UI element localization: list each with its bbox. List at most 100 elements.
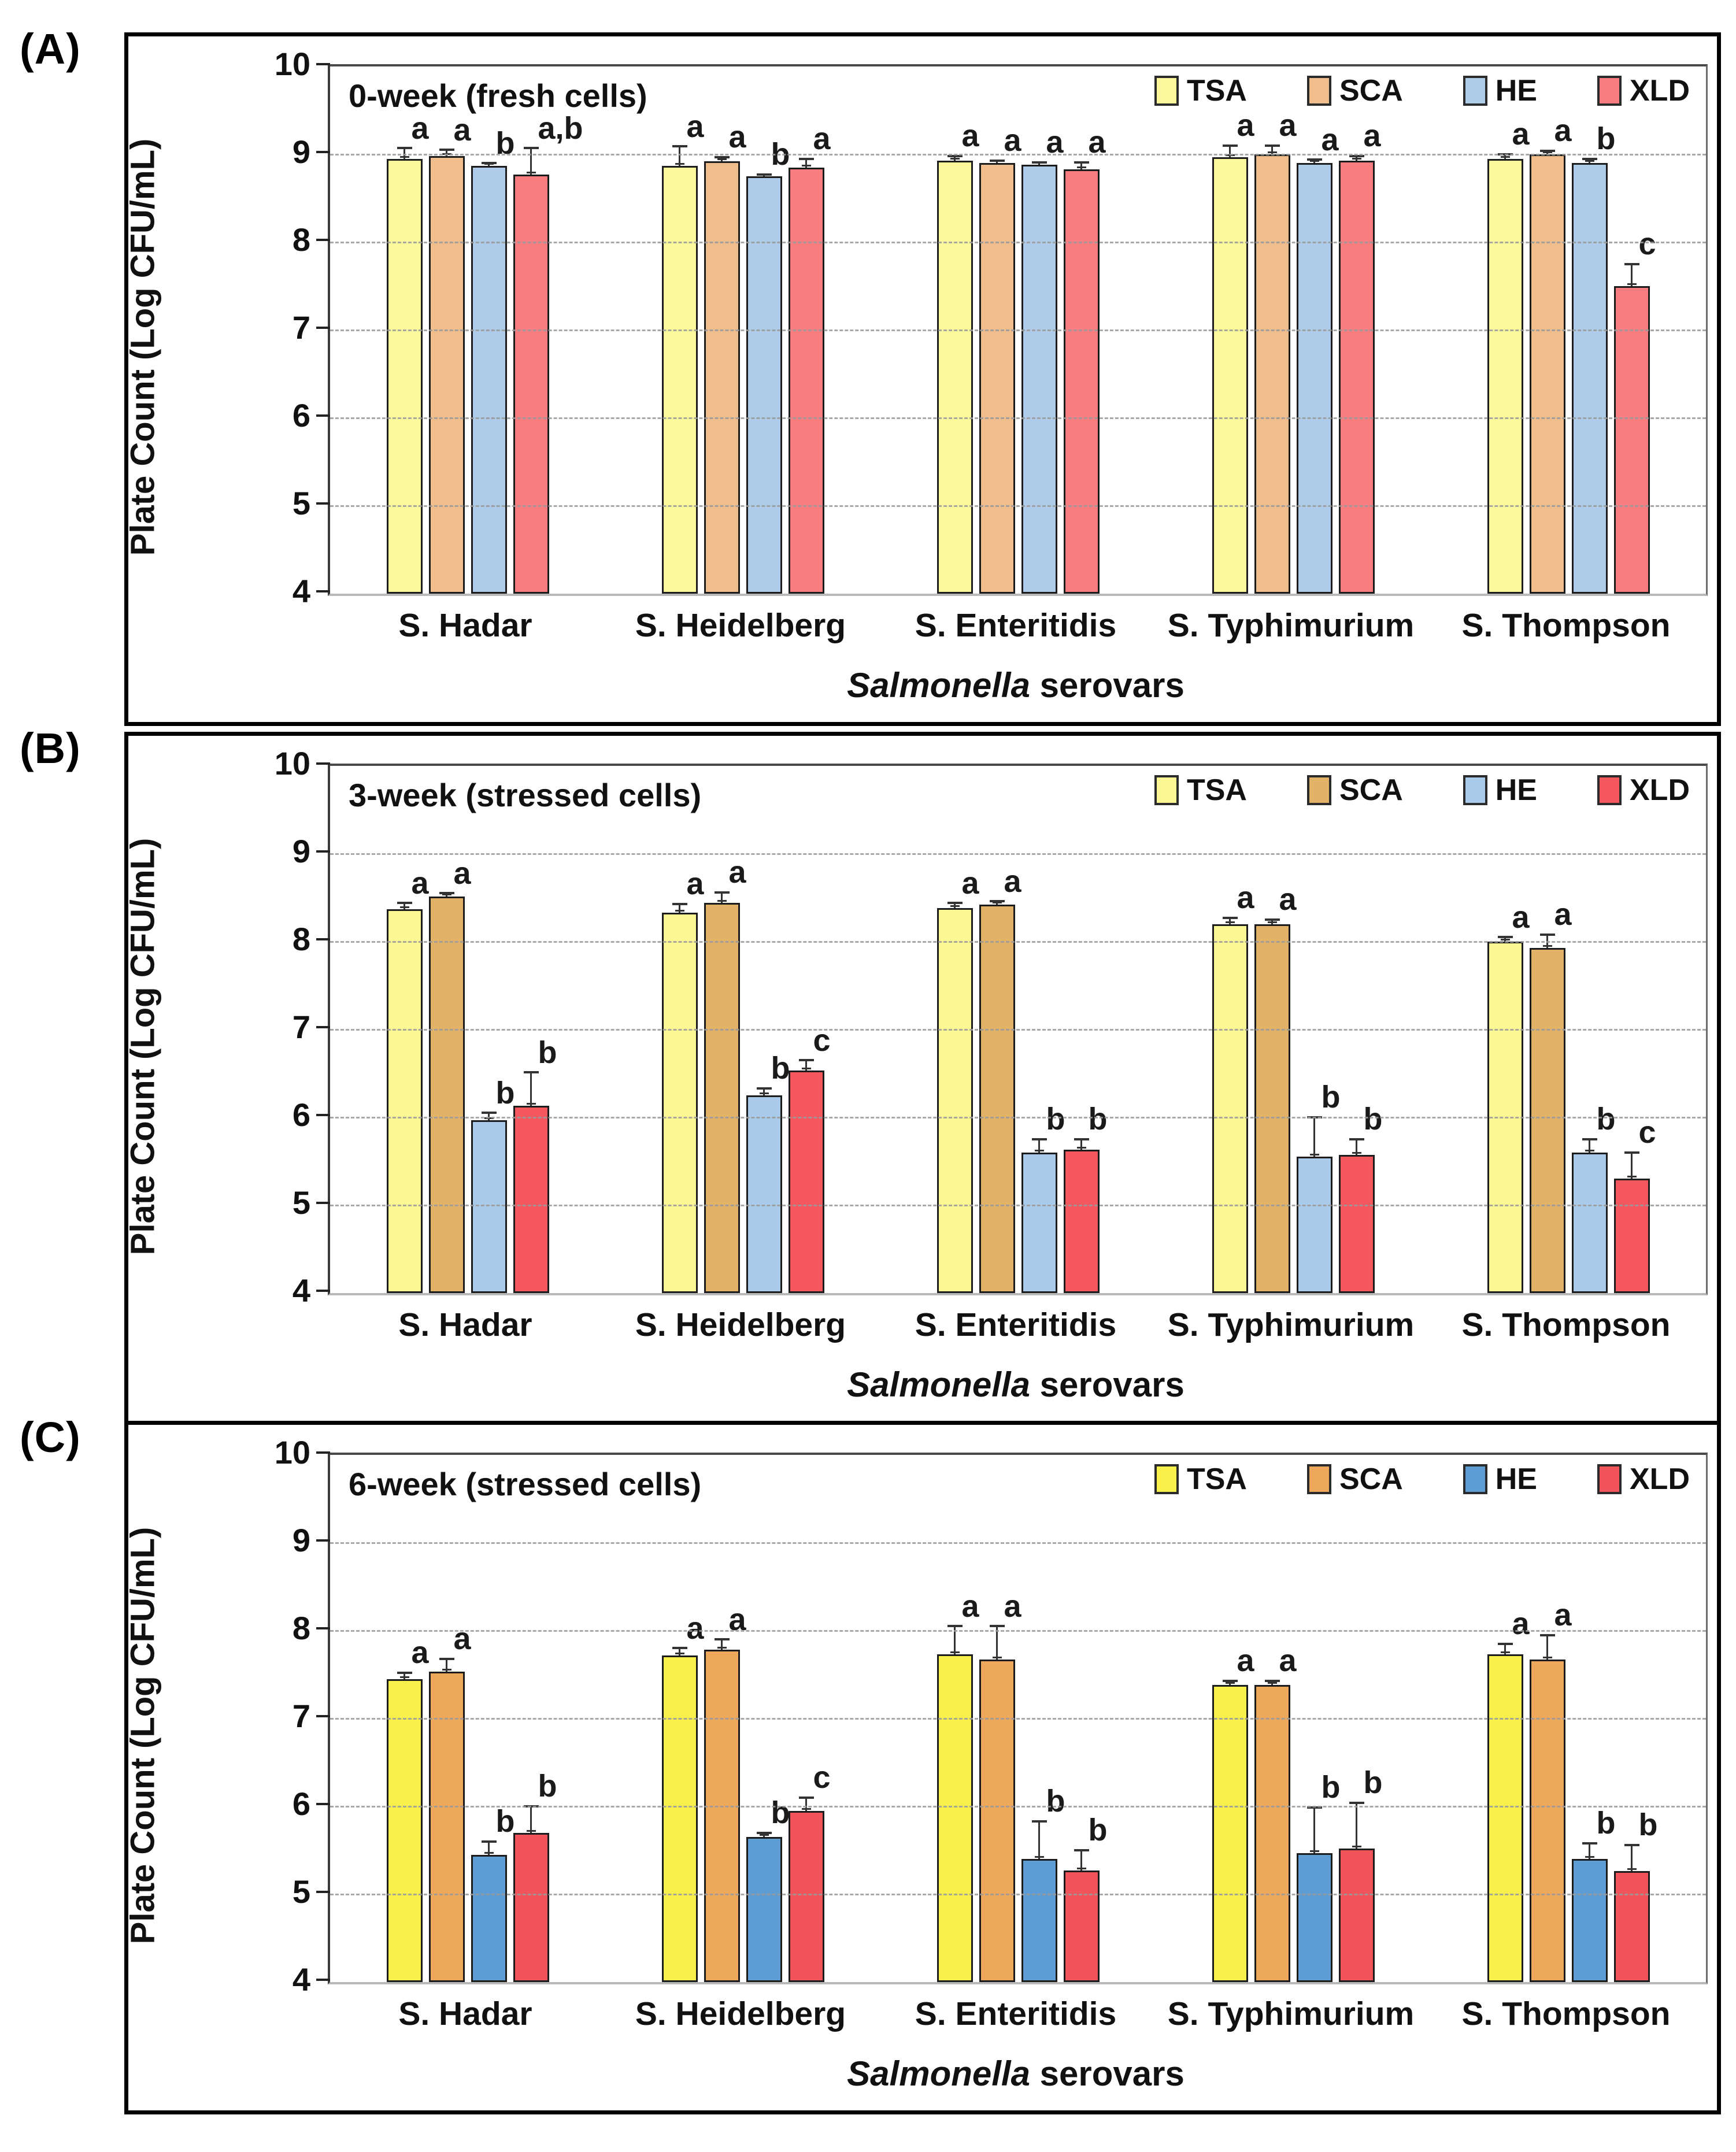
error-bar-base-cap	[759, 1092, 769, 1094]
legend-item-he: HE	[1463, 775, 1537, 805]
error-bar-cap	[1497, 1642, 1513, 1645]
error-bar-cap	[1349, 1138, 1364, 1140]
bar-he-2	[746, 1837, 782, 1982]
error-bar-base-cap	[759, 173, 769, 175]
error-bar-cap	[714, 891, 730, 894]
error-bar-base-cap	[1309, 160, 1319, 162]
significance-letter: a	[1088, 125, 1106, 160]
error-bar-cap	[523, 147, 539, 150]
error-bar-base-cap	[1627, 283, 1637, 285]
error-bar-base-cap	[950, 1651, 960, 1654]
error-bar	[1356, 1802, 1357, 1849]
error-bar-base-cap	[1076, 166, 1086, 168]
significance-letter: a	[1554, 897, 1572, 932]
gridline-9	[330, 154, 1706, 155]
legend-label: HE	[1495, 74, 1537, 108]
significance-letter: a	[1237, 108, 1254, 143]
error-bar-cap	[1582, 1138, 1597, 1140]
error-bar-base-cap	[675, 162, 684, 165]
bar-sca-1	[428, 897, 465, 1293]
bar-he-4	[1296, 1157, 1332, 1293]
x-axis-title-italic: Salmonella	[847, 1365, 1030, 1404]
significance-letter: a	[1237, 1643, 1254, 1679]
error-bar-base-cap	[1352, 157, 1361, 160]
y-tick-mark	[316, 1803, 330, 1805]
error-bar	[805, 1060, 807, 1071]
bar-he-1	[471, 1854, 507, 1982]
bar-he-1	[471, 1120, 507, 1293]
error-bar-cap	[1349, 155, 1364, 158]
error-bar-base-cap	[1034, 162, 1044, 164]
error-bar-base-cap	[1076, 1867, 1086, 1869]
error-bar-base-cap	[1627, 1868, 1637, 1871]
error-bar-cap	[989, 900, 1005, 903]
error-bar-base-cap	[442, 1669, 451, 1671]
significance-letter: a	[1279, 882, 1297, 917]
error-bar-base-cap	[801, 164, 811, 166]
legend-label: XLD	[1630, 773, 1690, 807]
bar-tsa-4	[1212, 924, 1248, 1293]
y-tick-label: 7	[292, 1698, 310, 1734]
legend-item-tsa: TSA	[1154, 775, 1247, 805]
significance-letter: b	[1088, 1813, 1108, 1848]
x-tick-label: S. Enteritidis	[915, 1306, 1117, 1343]
error-bar	[1229, 145, 1231, 157]
bar-xld-1	[513, 1832, 549, 1982]
significance-letter: a	[1004, 123, 1021, 158]
significance-letter: b	[495, 1804, 515, 1839]
panel-c-label: (C)	[20, 1413, 81, 1461]
bar-xld-3	[1063, 1870, 1100, 1982]
y-tick-mark	[316, 63, 330, 65]
y-tick-mark	[316, 327, 330, 329]
error-bar-cap	[439, 892, 454, 895]
bar-xld-2	[788, 1071, 824, 1293]
legend-swatch-sca	[1306, 775, 1331, 805]
panel-c: (C) Plate Count (Log CFU/mL) 6-week (str…	[0, 1413, 1736, 2120]
x-axis-title-rest: serovars	[1030, 666, 1185, 705]
error-bar-cap	[1624, 263, 1639, 265]
bar-xld-2	[788, 1810, 824, 1982]
y-tick-label: 9	[292, 1522, 310, 1558]
bar-sca-4	[1254, 154, 1290, 594]
error-bar-base-cap	[759, 1834, 769, 1836]
error-bar	[1504, 1643, 1506, 1655]
bar-tsa-1	[386, 1679, 423, 1982]
error-bar	[1271, 145, 1273, 154]
error-bar	[679, 1648, 680, 1655]
y-axis-title: Plate Count (Log CFU/mL)	[124, 1527, 162, 1944]
significance-letter: a	[1363, 118, 1381, 154]
x-axis-title: Salmonella serovars	[328, 1365, 1704, 1405]
y-tick-label: 5	[292, 1184, 310, 1221]
legend-item-tsa: TSA	[1154, 1464, 1247, 1494]
legend-swatch-tsa	[1154, 775, 1179, 805]
error-bar-cap	[1264, 144, 1280, 147]
significance-letter: a	[1321, 122, 1339, 157]
significance-letter: a	[961, 1588, 979, 1624]
error-bar-cap	[1582, 157, 1597, 160]
legend-item-tsa: TSA	[1154, 76, 1247, 106]
significance-letter: b	[538, 1035, 557, 1070]
y-tick-label: 5	[292, 485, 310, 521]
y-tick-mark	[316, 1026, 330, 1028]
error-bar-base-cap	[1267, 1682, 1277, 1684]
legend-label: HE	[1495, 1462, 1537, 1496]
significance-letter: a	[1279, 1643, 1297, 1679]
bar-tsa-4	[1212, 1685, 1248, 1982]
error-bar-base-cap	[1500, 939, 1510, 940]
error-bar-base-cap	[1034, 1149, 1044, 1151]
gridline-5	[330, 1894, 1706, 1895]
error-bar-base-cap	[675, 909, 684, 912]
legend-swatch-he	[1463, 775, 1487, 805]
panel-a-box: Plate Count (Log CFU/mL) 0-week (fresh c…	[124, 32, 1721, 726]
y-tick-label: 7	[292, 1009, 310, 1045]
x-tick-label: S. Thompson	[1461, 607, 1671, 644]
error-bar-base-cap	[717, 158, 727, 161]
legend-label: HE	[1495, 773, 1537, 807]
y-tick-mark	[316, 762, 330, 765]
significance-letter: b	[771, 1795, 790, 1831]
significance-letter: b	[495, 1075, 515, 1110]
error-bar	[1589, 1139, 1590, 1153]
